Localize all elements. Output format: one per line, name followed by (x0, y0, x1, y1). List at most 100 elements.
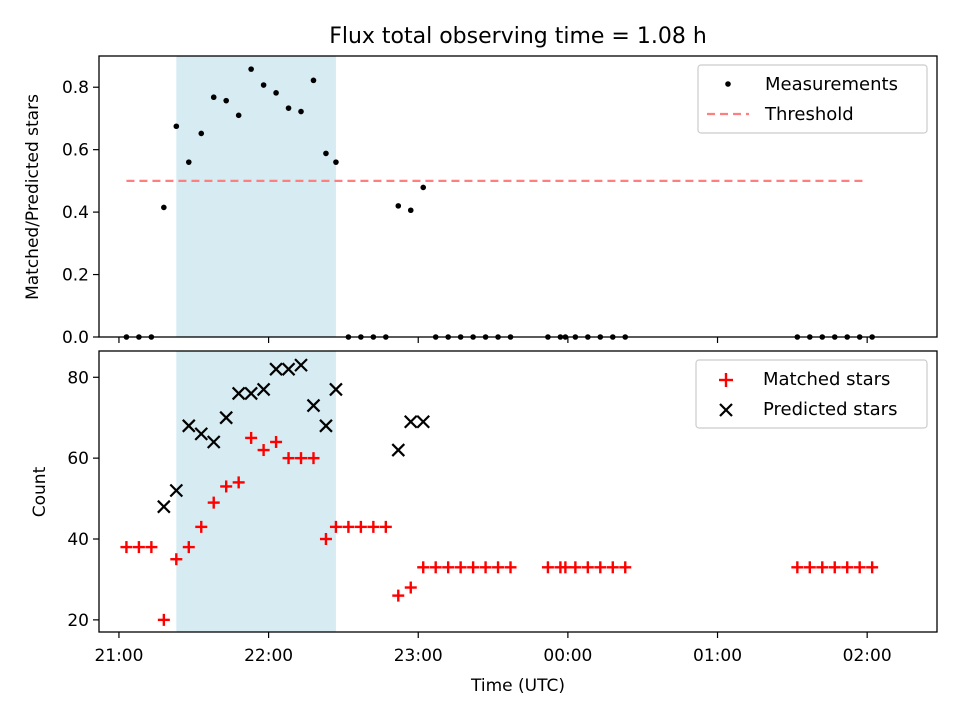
predicted-star-point (182, 419, 196, 433)
matched-star-point (569, 561, 582, 574)
matched-star-point (319, 533, 332, 546)
bottom-y-tick-label: 80 (67, 368, 89, 388)
top-y-tick-label: 0.2 (62, 266, 89, 286)
matched-star-point (504, 561, 517, 574)
matched-star-point (479, 561, 492, 574)
legend-measurements-marker (725, 81, 731, 87)
matched-star-point (828, 561, 841, 574)
measurement-point (260, 82, 267, 88)
measurement-point (333, 159, 339, 165)
predicted-star-point (281, 362, 296, 376)
predicted-star-point (306, 398, 321, 413)
matched-star-point (866, 561, 879, 574)
bottom-x-tick-label: 21:00 (94, 646, 143, 666)
measurement-point (395, 203, 402, 209)
predicted-points (157, 358, 431, 514)
predicted-star-point (206, 435, 221, 449)
matched-star-point (467, 561, 480, 574)
measurement-point (161, 204, 167, 211)
bottom-y-axis-label: Count (30, 466, 50, 517)
matched-star-point (367, 520, 380, 533)
matched-star-point (295, 452, 308, 465)
bottom-x-tick-label: 01:00 (693, 646, 742, 666)
matched-star-point (581, 561, 594, 574)
predicted-star-point (169, 483, 184, 498)
matched-star-point (442, 561, 455, 574)
figure-title: Flux total observing time = 1.08 h (329, 24, 707, 49)
predicted-star-point (231, 386, 246, 401)
matched-star-point (404, 581, 417, 594)
predicted-star-point (256, 382, 271, 397)
bottom-highlight-span (176, 351, 336, 632)
top-y-tick-label: 0.8 (62, 78, 89, 98)
predicted-star-point (416, 414, 431, 429)
measurement-point (298, 108, 304, 115)
measurement-point (273, 90, 279, 96)
matched-star-point (417, 561, 430, 574)
predicted-star-point (403, 414, 418, 429)
matched-star-point (195, 520, 208, 533)
matched-star-point (853, 561, 866, 574)
matched-points (120, 431, 879, 626)
top-panel: 0.00.20.40.60.8 Matched/Predicted stars … (23, 55, 938, 348)
top-plot-frame (98, 55, 938, 338)
matched-star-point (245, 431, 258, 444)
predicted-star-point (319, 419, 333, 433)
measurement-point (198, 130, 205, 137)
matched-star-point (541, 561, 554, 574)
measurement-point (235, 112, 242, 119)
predicted-star-point (294, 358, 308, 372)
bottom-x-tick-label: 23:00 (394, 646, 443, 666)
bottom-y-ticks: 20 40 60 80 (67, 368, 99, 631)
matched-star-point (120, 541, 133, 554)
predicted-star-point (219, 410, 233, 425)
matched-star-point (307, 452, 320, 465)
matched-star-point (841, 561, 854, 574)
measurement-point (285, 105, 292, 111)
matched-star-point (619, 561, 632, 574)
bottom-legend-frame (695, 359, 928, 429)
matched-star-point (354, 520, 367, 533)
top-highlight-span (176, 56, 336, 337)
matched-star-point (454, 561, 467, 574)
matched-star-point (492, 561, 505, 574)
matched-star-point (257, 444, 270, 457)
predicted-star-point (157, 499, 171, 514)
predicted-star-point (194, 427, 209, 441)
bottom-x-tick-label: 22:00 (244, 646, 293, 666)
bottom-legend: Matched stars Predicted stars (695, 359, 928, 429)
bottom-x-tick-label: 02:00 (843, 646, 892, 666)
legend-measurements-label: Measurements (765, 74, 898, 95)
matched-star-point (170, 553, 183, 566)
matched-star-point (132, 541, 145, 554)
measurement-point (185, 159, 192, 165)
top-x-ticks (118, 337, 868, 343)
matched-star-point (270, 435, 283, 448)
predicted-star-point (391, 443, 406, 457)
top-legend: Measurements Threshold (697, 64, 928, 134)
matched-star-point (282, 452, 295, 465)
top-y-ticks: 0.0 0.2 0.4 0.6 0.8 (62, 78, 99, 348)
bottom-x-tick-label: 00:00 (543, 646, 592, 666)
matched-star-point (207, 496, 220, 509)
bottom-x-ticks: 21:00 22:00 23:00 00:00 01:00 02:00 (94, 632, 892, 666)
measurement-point (420, 184, 427, 191)
matched-star-point (803, 561, 816, 574)
legend-predicted-marker (719, 403, 733, 417)
measurement-point (407, 207, 414, 214)
predicted-star-point (269, 362, 283, 376)
matched-star-point (429, 561, 442, 574)
matched-star-point (816, 561, 829, 574)
top-y-axis-label: Matched/Predicted stars (23, 94, 43, 300)
matched-star-point (791, 561, 804, 574)
top-y-tick-label: 0.6 (62, 141, 89, 161)
matched-star-point (379, 520, 392, 533)
legend-threshold-label: Threshold (764, 104, 854, 125)
matched-star-point (145, 541, 158, 554)
matched-star-point (157, 613, 170, 626)
bottom-plot-frame (98, 350, 938, 633)
bottom-x-axis-label: Time (UTC) (470, 676, 565, 696)
top-y-tick-label: 0.4 (62, 203, 89, 223)
